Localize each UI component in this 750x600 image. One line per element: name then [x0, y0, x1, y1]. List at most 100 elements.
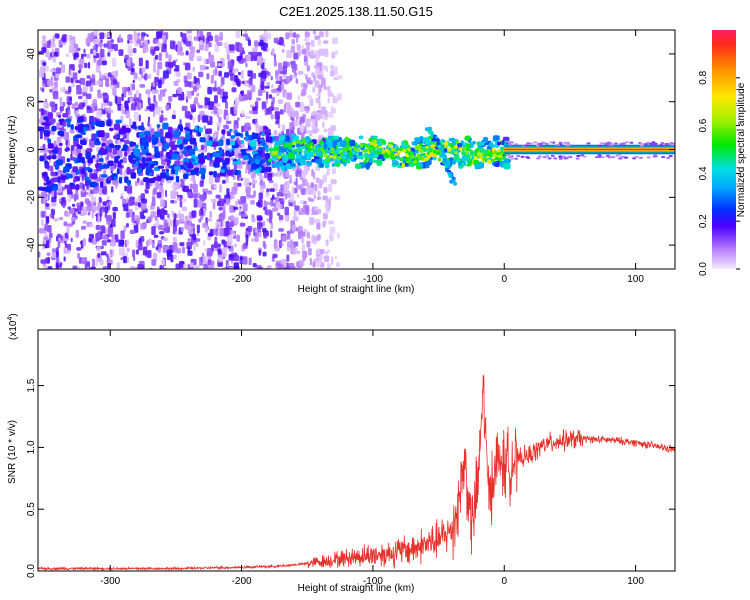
- heatmap-cell: [193, 76, 197, 85]
- heatmap-cell: [276, 192, 283, 197]
- heatmap-cell: [184, 110, 191, 118]
- heatmap-cell: [64, 232, 69, 239]
- heatmap-cell: [292, 32, 297, 38]
- heatmap-cell: [281, 242, 284, 246]
- heatmap-cell: [52, 91, 59, 100]
- heatmap-cell: [194, 97, 199, 105]
- heatmap-cell: [275, 75, 279, 81]
- heatmap-cell: [240, 140, 245, 144]
- heatmap-cell: [231, 186, 238, 195]
- heatmap-cell: [651, 141, 656, 144]
- heatmap-cell: [119, 166, 123, 176]
- heatmap-cell: [217, 254, 223, 263]
- heatmap-cell: [63, 256, 66, 262]
- heatmap-cell: [45, 203, 50, 207]
- heatmap-cell: [225, 101, 228, 109]
- heatmap-cell: [265, 209, 272, 216]
- heatmap-cell: [197, 199, 203, 208]
- heatmap-cell: [97, 252, 101, 258]
- heatmap-cell: [77, 70, 81, 74]
- heatmap-cell: [314, 218, 321, 223]
- heatmap-cell: [50, 165, 54, 175]
- heatmap-cell: [75, 229, 80, 238]
- heatmap-cell: [130, 124, 137, 129]
- heatmap-cell: [218, 116, 222, 123]
- heatmap-cell: [474, 163, 480, 170]
- heatmap-cell: [96, 246, 101, 252]
- heatmap-cell: [127, 90, 133, 96]
- heatmap-cell: [55, 73, 59, 79]
- heatmap-cell: [203, 133, 208, 138]
- heatmap-cell: [241, 110, 245, 116]
- heatmap-cell: [140, 215, 146, 220]
- heatmap-cell: [331, 256, 334, 266]
- heatmap-cell: [330, 150, 335, 154]
- heatmap-cell: [414, 156, 419, 161]
- heatmap-cell: [229, 215, 235, 222]
- heatmap-cell: [144, 190, 149, 194]
- heatmap-cell: [218, 70, 222, 77]
- heatmap-cell: [271, 194, 275, 200]
- heatmap-cell: [323, 255, 330, 263]
- heatmap-cell: [228, 254, 235, 261]
- heatmap-cell: [327, 141, 333, 148]
- heatmap-cell: [142, 246, 148, 256]
- heatmap-cell: [514, 143, 519, 146]
- heatmap-cell: [236, 158, 241, 165]
- heatmap-cell: [327, 263, 331, 269]
- heatmap-cell: [209, 156, 213, 162]
- heatmap-cell: [168, 62, 174, 69]
- heatmap-cell: [234, 97, 240, 105]
- heatmap-cell: [332, 95, 336, 99]
- heatmap-cell: [286, 254, 290, 262]
- heatmap-cell: [133, 148, 141, 156]
- heatmap-cell: [199, 180, 204, 187]
- heatmap-cell: [328, 196, 333, 201]
- heatmap-cell: [123, 202, 129, 212]
- heatmap-cell: [240, 70, 244, 80]
- heatmap-cell: [328, 220, 334, 225]
- heatmap-cell: [613, 142, 618, 145]
- heatmap-cell: [85, 37, 91, 46]
- heatmap-cell: [121, 93, 124, 102]
- heatmap-cell: [137, 125, 145, 130]
- heatmap-cell: [96, 80, 103, 86]
- heatmap-cell: [145, 240, 149, 248]
- heatmap-cell: [640, 142, 645, 145]
- heatmap-cell: [337, 74, 343, 80]
- heatmap-cell: [90, 173, 98, 180]
- heatmap-cell: [226, 53, 230, 61]
- heatmap-cell: [136, 39, 142, 44]
- heatmap-cell: [168, 218, 173, 227]
- heatmap-cell: [245, 167, 248, 174]
- heatmap-cell: [57, 240, 61, 248]
- heatmap-cell: [180, 227, 184, 232]
- heatmap-cell: [214, 236, 218, 243]
- heatmap-cell: [133, 72, 138, 80]
- heatmap-cell: [586, 142, 591, 145]
- heatmap-cell: [137, 76, 143, 81]
- heatmap-cell: [126, 179, 132, 186]
- heatmap-cell: [105, 78, 110, 87]
- heatmap-cell: [330, 64, 334, 68]
- heatmap-cell: [301, 170, 307, 178]
- heatmap-cell: [96, 159, 99, 163]
- heatmap-cell: [115, 155, 121, 159]
- heatmap-cell: [61, 34, 67, 43]
- heatmap-cell: [84, 62, 88, 69]
- heatmap-cell: [125, 110, 130, 119]
- heatmap-cell: [259, 159, 266, 164]
- heatmap-cell: [411, 141, 418, 146]
- heatmap-cell: [127, 39, 130, 44]
- heatmap-cell: [225, 120, 232, 124]
- heatmap-cell: [197, 114, 201, 123]
- heatmap-cell: [336, 93, 342, 101]
- heatmap-cell: [272, 162, 278, 168]
- heatmap-cell: [213, 185, 217, 189]
- heatmap-cell: [435, 138, 440, 143]
- heatmap-cell: [402, 148, 407, 153]
- heatmap-cell: [202, 115, 209, 123]
- heatmap-cell: [231, 232, 236, 236]
- heatmap-cell: [171, 153, 178, 159]
